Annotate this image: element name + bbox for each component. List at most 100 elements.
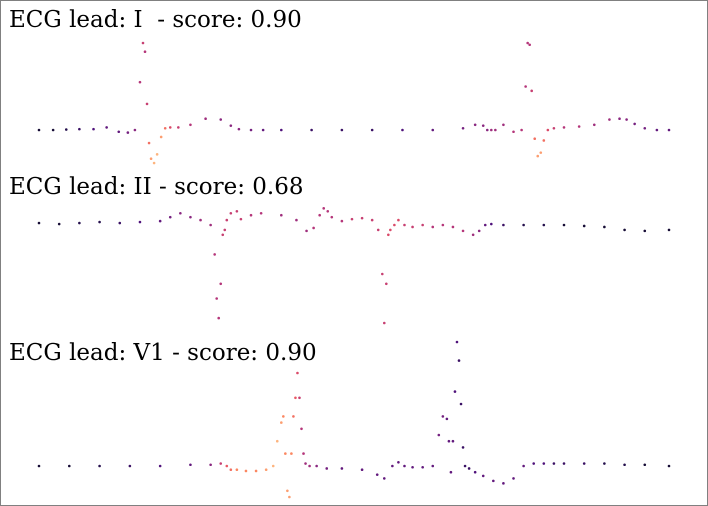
ecg-point bbox=[249, 213, 253, 217]
ecg-point bbox=[288, 495, 291, 499]
ecg-point bbox=[397, 218, 400, 222]
ecg-point bbox=[530, 89, 533, 93]
ecg-point bbox=[473, 123, 477, 127]
ecg-point bbox=[304, 462, 307, 465]
ecg-point bbox=[445, 417, 449, 421]
ecg-point bbox=[481, 474, 485, 478]
ecg-point bbox=[625, 118, 628, 121]
ecg-point bbox=[552, 462, 556, 465]
ecg-point bbox=[403, 464, 406, 468]
ecg-point bbox=[532, 462, 536, 465]
ecg-point bbox=[219, 282, 223, 286]
ecg-point bbox=[312, 226, 315, 230]
ecg-point bbox=[315, 464, 318, 468]
ecg-point bbox=[209, 463, 212, 467]
ecg-point bbox=[67, 464, 71, 468]
ecg-point bbox=[397, 460, 400, 464]
ecg-point bbox=[51, 128, 55, 132]
ecg-point bbox=[118, 221, 122, 225]
ecg-point bbox=[655, 128, 659, 132]
ecg-point bbox=[326, 209, 330, 213]
ecg-point bbox=[522, 464, 525, 468]
ecg-point bbox=[490, 222, 493, 226]
ecg-point bbox=[143, 50, 147, 53]
ecg-point bbox=[199, 218, 202, 222]
ecg-point bbox=[643, 126, 647, 130]
ecg-point bbox=[98, 220, 101, 224]
ecg-point bbox=[421, 223, 424, 227]
ecg-point bbox=[168, 126, 172, 129]
ecg-point bbox=[441, 415, 445, 418]
ecg-point bbox=[461, 229, 465, 233]
ecg-point bbox=[141, 41, 145, 45]
ecg-point bbox=[542, 462, 546, 465]
ecg-point bbox=[385, 282, 388, 286]
ecg-point bbox=[360, 468, 364, 472]
ecg-point bbox=[502, 482, 505, 485]
ecg-point bbox=[451, 225, 455, 229]
ecg-point bbox=[350, 217, 354, 221]
ecg-point bbox=[179, 211, 182, 215]
ecg-point bbox=[623, 228, 626, 232]
ecg-point bbox=[524, 85, 527, 88]
ecg-point bbox=[126, 131, 130, 134]
trace-lead-2 bbox=[37, 207, 671, 325]
ecg-point bbox=[117, 130, 121, 134]
ecg-point bbox=[221, 233, 225, 237]
ecg-point bbox=[492, 479, 495, 483]
ecg-point bbox=[562, 223, 566, 227]
ecg-point bbox=[603, 225, 606, 229]
trace-lead-1 bbox=[37, 41, 671, 165]
ecg-point bbox=[455, 340, 459, 344]
ecg-point bbox=[533, 137, 537, 140]
ecg-point bbox=[225, 218, 229, 222]
ecg-point bbox=[264, 468, 268, 472]
ecg-point bbox=[145, 102, 149, 106]
ecg-point bbox=[308, 464, 311, 468]
ecg-point bbox=[209, 223, 212, 227]
ecg-point bbox=[461, 446, 465, 449]
ecg-point bbox=[618, 117, 621, 120]
ecg-point bbox=[512, 477, 515, 480]
ecg-point bbox=[542, 223, 546, 227]
ecg-point bbox=[411, 225, 414, 229]
ecg-point bbox=[271, 464, 275, 468]
ecg-point bbox=[298, 396, 301, 400]
ecg-point bbox=[37, 128, 41, 132]
ecg-point bbox=[490, 128, 493, 132]
ecg-point bbox=[237, 127, 241, 131]
ecg-point bbox=[582, 224, 586, 228]
ecg-point bbox=[158, 464, 162, 468]
ecg-point bbox=[295, 218, 298, 222]
ecg-point bbox=[235, 468, 239, 472]
ecg-point bbox=[391, 464, 394, 468]
ecg-point bbox=[623, 463, 626, 467]
ecg-point bbox=[133, 128, 137, 132]
ecg-point bbox=[431, 225, 435, 229]
ecg-point bbox=[98, 464, 101, 468]
ecg-point bbox=[223, 228, 227, 232]
ecg-point bbox=[667, 128, 671, 132]
ecg-point bbox=[667, 228, 671, 232]
panel-title-lead-v1: ECG lead: V1 - score: 0.90 bbox=[9, 340, 317, 366]
ecg-point bbox=[292, 415, 295, 418]
ecg-point bbox=[451, 439, 455, 443]
ecg-point bbox=[300, 427, 303, 431]
ecg-point bbox=[159, 135, 163, 139]
ecg-point bbox=[189, 123, 192, 127]
ecg-point bbox=[441, 223, 445, 227]
ecg-point bbox=[325, 467, 329, 470]
ecg-point bbox=[380, 272, 384, 276]
ecg-point bbox=[467, 467, 471, 470]
ecg-point bbox=[494, 128, 497, 132]
ecg-point bbox=[502, 223, 505, 227]
ecg-point bbox=[305, 229, 308, 233]
ecg-point bbox=[152, 161, 156, 165]
ecg-point bbox=[149, 157, 153, 161]
ecg-point bbox=[592, 123, 596, 127]
ecg-point bbox=[473, 470, 477, 474]
ecg-point bbox=[449, 470, 453, 474]
ecg-point bbox=[603, 462, 606, 465]
panel-title-lead-i: ECG lead: I - score: 0.90 bbox=[9, 7, 302, 33]
ecg-point bbox=[284, 452, 287, 455]
